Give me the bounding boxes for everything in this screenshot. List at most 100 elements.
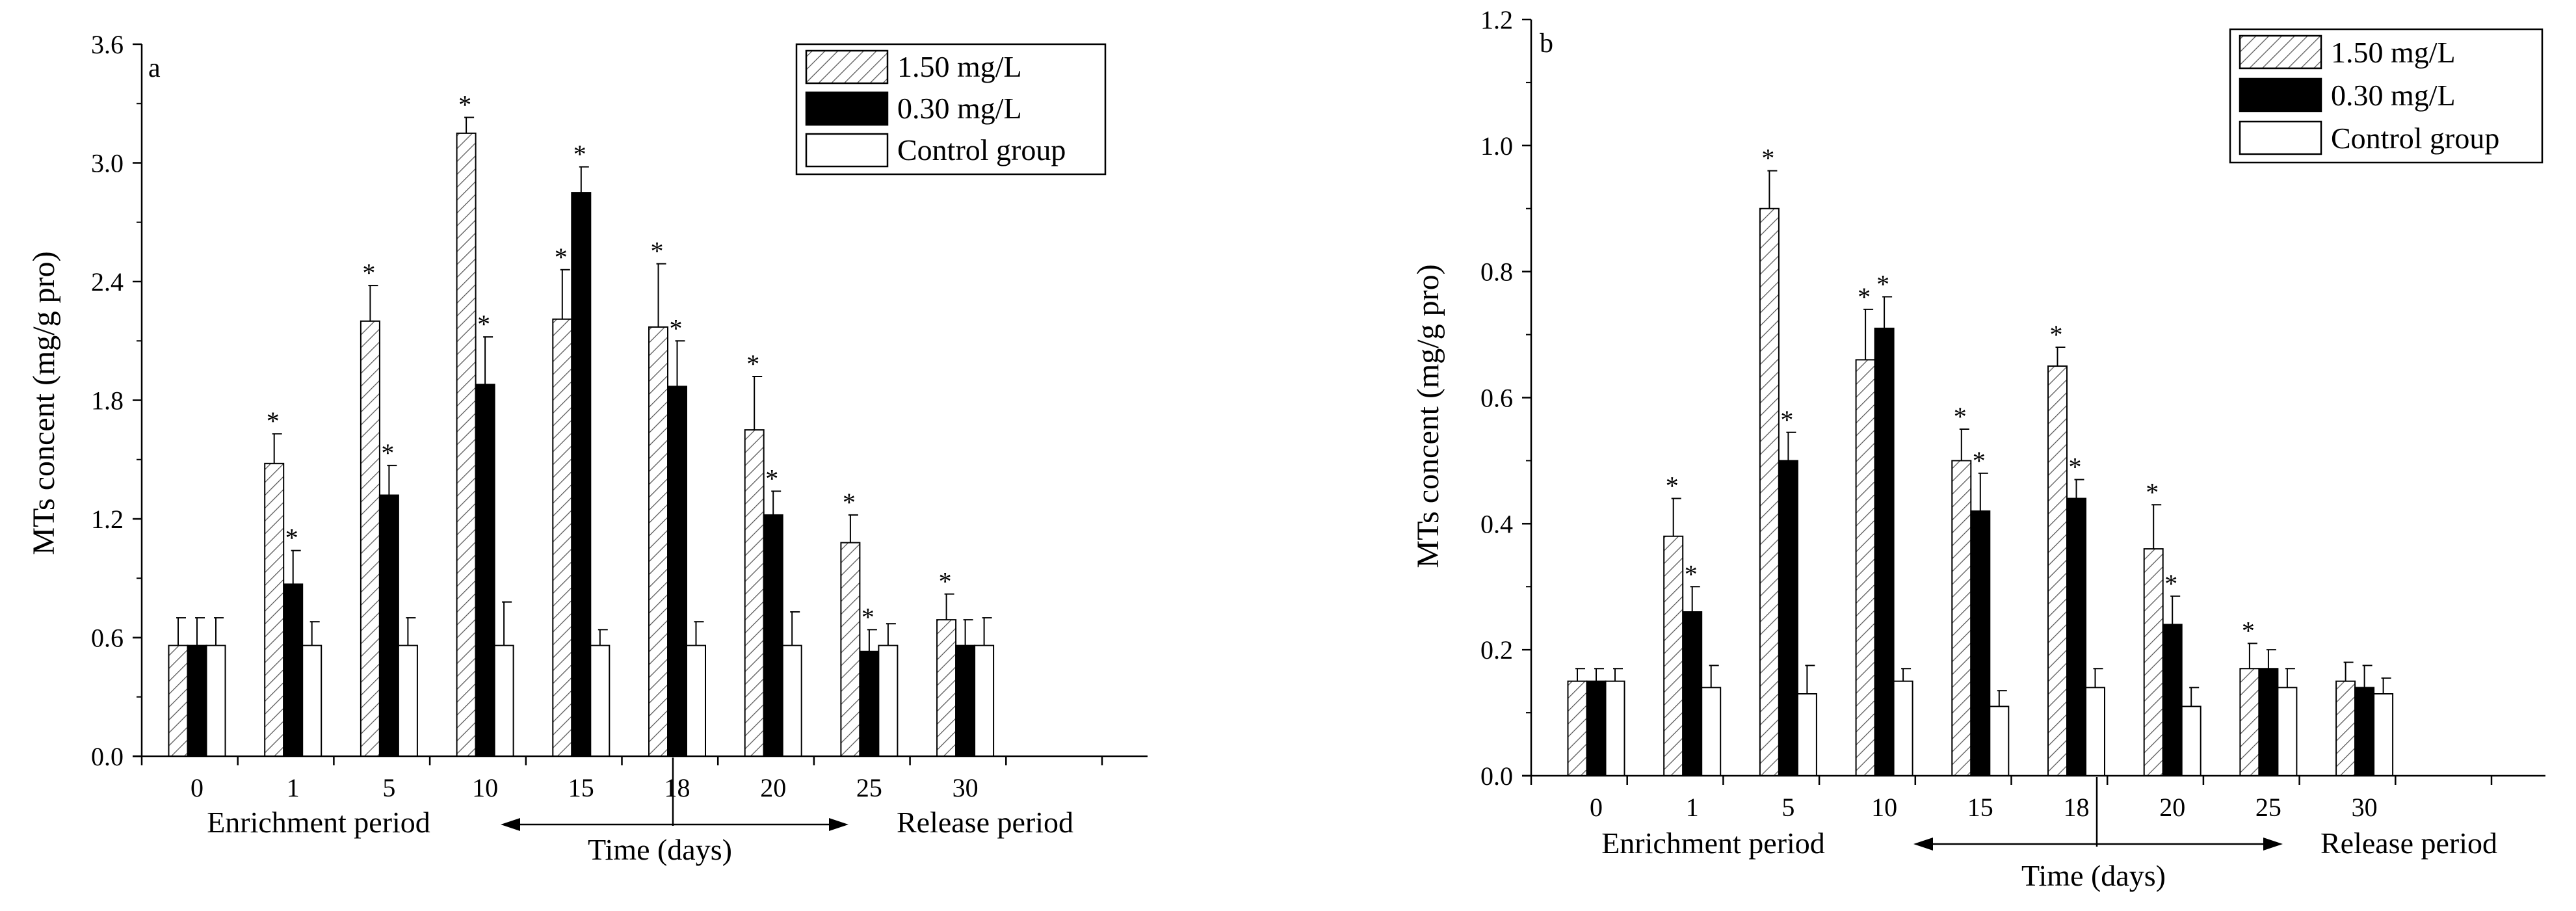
bar: [1586, 680, 1607, 776]
bar: [1951, 460, 1972, 777]
y-axis-label: MTs concent (mg/g pro): [27, 251, 61, 555]
bar: [974, 644, 995, 758]
legend-label-control: Control group: [2331, 122, 2499, 155]
x-tick-label: 20: [760, 773, 786, 802]
bar: [1855, 359, 1876, 776]
bars: * * * * * * * * * * * * * * *: [168, 90, 995, 758]
significance-marker: *: [1858, 282, 1871, 311]
bar: [456, 132, 477, 757]
bar: [397, 644, 418, 758]
bar: [571, 192, 592, 757]
bar: [168, 644, 189, 758]
bar: [1605, 680, 1625, 776]
bars: ***** ********: [1567, 144, 2394, 777]
bar: [2239, 668, 2260, 777]
significance-marker: *: [843, 488, 856, 517]
legend-label-control: Control group: [897, 133, 1066, 166]
bar: [283, 583, 304, 757]
bar: [360, 320, 380, 758]
bar: [2085, 687, 2105, 776]
bar: [782, 644, 802, 758]
bar: [1567, 680, 1588, 776]
bar: [205, 644, 226, 758]
y-tick-label: 1.2: [1480, 5, 1513, 34]
legend: 1.50 mg/L 0.30 mg/L Control group: [795, 43, 1107, 176]
bar: [878, 644, 899, 758]
significance-marker: *: [651, 237, 664, 266]
y-tick-label: 0.0: [1480, 761, 1513, 791]
bar: [264, 462, 285, 757]
bar: [302, 644, 322, 758]
x-tick-label: 1: [287, 773, 300, 802]
time-arrow: [501, 758, 848, 831]
significance-marker: *: [939, 567, 952, 596]
significance-marker: *: [1876, 269, 1889, 298]
legend-label-0-30: 0.30 mg/L: [897, 92, 1022, 125]
y-tick-label: 1.0: [1480, 131, 1513, 161]
bar: [744, 429, 765, 757]
chart-panel-b: MTs concent (mg/g pro) b Enrichment peri…: [1411, 5, 2545, 892]
bar: [1874, 327, 1895, 776]
bar: [2335, 680, 2356, 776]
bar: [1701, 687, 1722, 776]
bar: [2143, 548, 2164, 776]
significance-marker: *: [1666, 471, 1679, 501]
significance-marker: *: [267, 406, 280, 436]
bar: [2354, 687, 2375, 776]
x-tick-label: 0: [1590, 793, 1603, 822]
bar: [1682, 611, 1703, 776]
legend-label-1-50: 1.50 mg/L: [2331, 36, 2456, 69]
release-period-label: Release period: [897, 806, 1073, 839]
significance-marker: *: [765, 464, 778, 493]
bar: [2277, 687, 2298, 776]
significance-marker: *: [1954, 402, 1967, 431]
bar: [552, 318, 573, 757]
bar: [840, 542, 861, 757]
bar: [1663, 535, 1684, 776]
bar: [955, 644, 976, 758]
bar: [763, 514, 783, 758]
legend-label-1-50: 1.50 mg/L: [897, 50, 1022, 83]
bar: [859, 650, 880, 758]
x-tick-label: 15: [1967, 793, 1993, 822]
bar: [187, 644, 207, 758]
bar: [1778, 460, 1798, 777]
significance-marker: *: [573, 140, 586, 169]
x-tick-label: 30: [953, 773, 979, 802]
y-tick-label: 0.4: [1480, 509, 1513, 538]
bar: [2162, 624, 2183, 777]
significance-marker: *: [670, 313, 683, 343]
significance-marker: *: [861, 602, 874, 631]
x-axis-label: Time (days): [588, 833, 732, 866]
bar: [2047, 365, 2068, 776]
significance-marker: *: [555, 243, 568, 272]
x-tick-label: 0: [191, 773, 204, 802]
x-tick-label: 20: [2159, 793, 2185, 822]
bar: [475, 384, 495, 757]
significance-marker: *: [2050, 320, 2063, 349]
significance-marker: *: [2069, 452, 2082, 481]
bar: [2258, 668, 2279, 777]
bar: [1893, 680, 1913, 776]
y-axis-label: MTs concent (mg/g pro): [1411, 264, 1445, 568]
x-tick-label: 5: [382, 773, 395, 802]
legend-label-0-30: 0.30 mg/L: [2331, 79, 2456, 112]
y-tick-label: 1.8: [91, 386, 124, 416]
bar: [590, 644, 611, 758]
significance-marker: *: [746, 349, 759, 378]
x-tick-label: 30: [2352, 793, 2378, 822]
significance-marker: *: [362, 258, 375, 287]
significance-marker: *: [285, 523, 298, 553]
bar: [2181, 706, 2201, 777]
significance-marker: *: [2146, 477, 2159, 507]
y-tick-label: 0.6: [1480, 384, 1513, 413]
significance-marker: *: [458, 90, 471, 120]
y-tick-label: 2.4: [91, 267, 124, 297]
x-tick-label: 5: [1781, 793, 1794, 822]
bar: [2066, 497, 2086, 776]
bar: [1989, 706, 2010, 777]
bar: [1970, 510, 1991, 776]
x-axis-label: Time (days): [2021, 859, 2166, 892]
x-tick-label: 1: [1686, 793, 1699, 822]
